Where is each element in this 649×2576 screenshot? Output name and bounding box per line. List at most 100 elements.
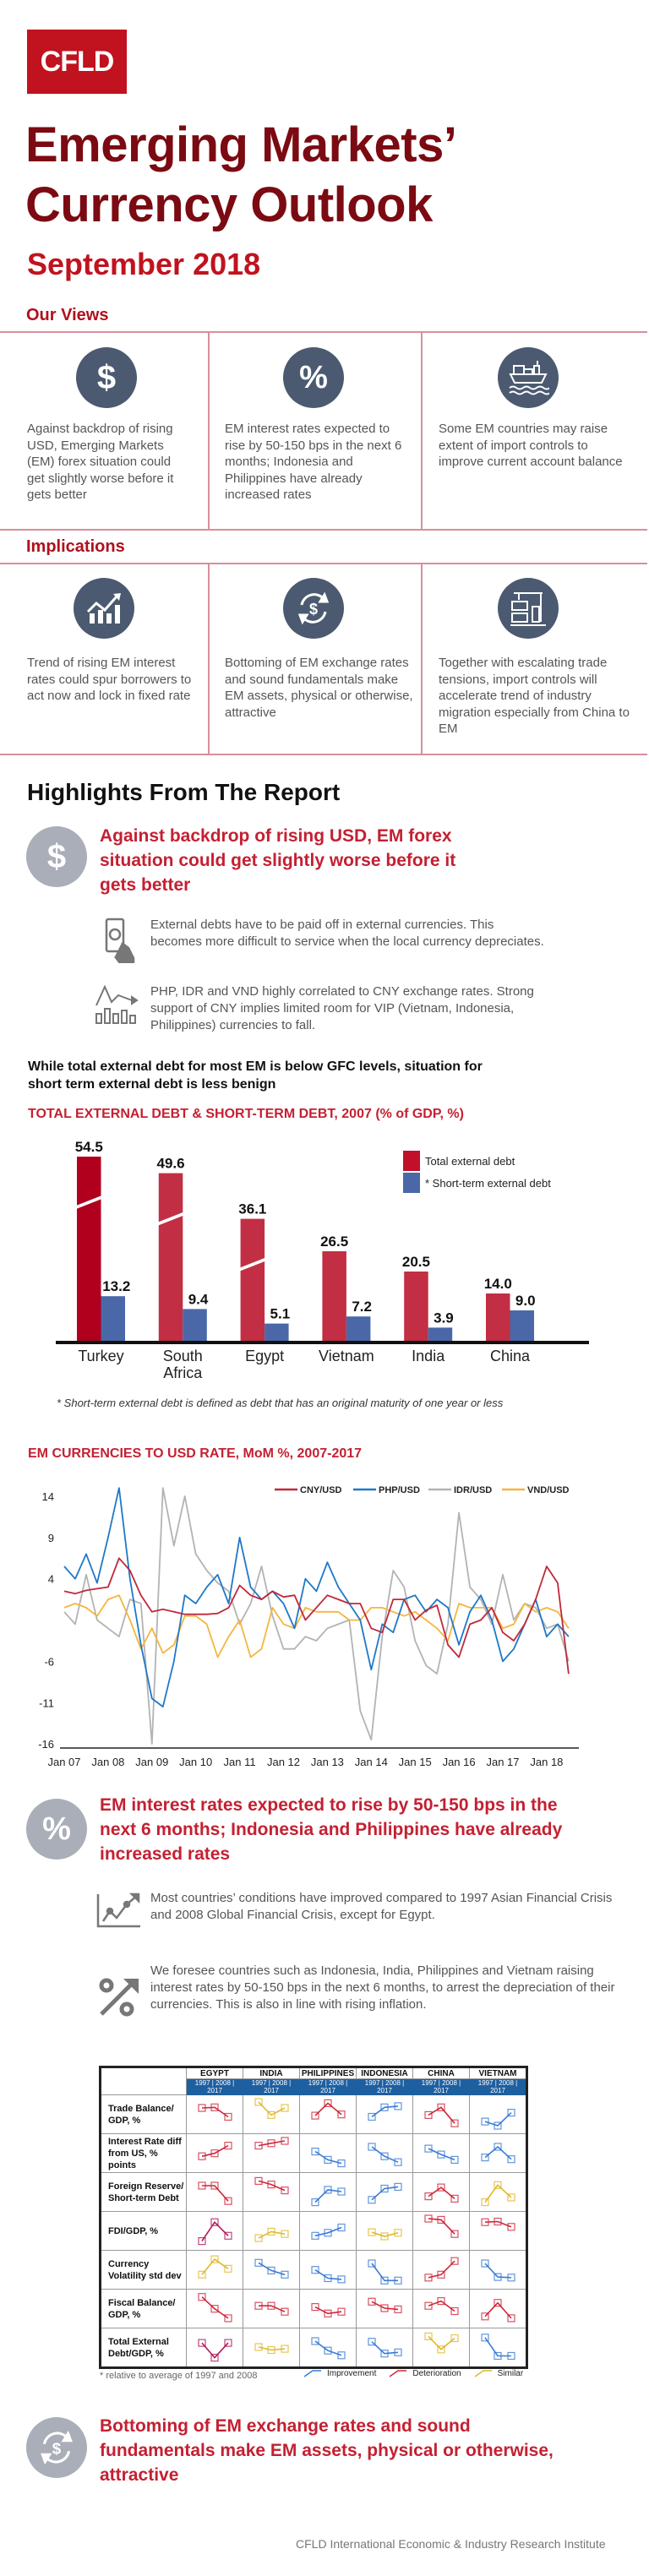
- trend-marker: [481, 2218, 489, 2226]
- trend-marker: [450, 2257, 459, 2265]
- trend-marker: [481, 2117, 489, 2126]
- trend-line: [258, 2140, 286, 2147]
- view-text-3: Some EM countries may raise extent of im…: [439, 422, 623, 469]
- legend-label: Deterioration: [412, 2368, 461, 2378]
- row-label: Trade Balance/ GDP, %: [100, 2094, 187, 2134]
- trend-marker: [494, 2299, 502, 2307]
- dollar-icon: $: [76, 347, 137, 408]
- our-views-heading: Our Views: [26, 306, 109, 324]
- legend-short-term-debt: * Short-term external debt: [403, 1173, 551, 1193]
- trend-sparkline: [368, 2259, 402, 2285]
- trend-marker: [267, 2266, 275, 2274]
- trend-marker: [394, 2102, 402, 2110]
- trend-marker: [481, 2154, 489, 2162]
- table-row: Currency Volatility std dev: [100, 2250, 527, 2290]
- legend-total-external-debt: Total external debt: [403, 1151, 515, 1171]
- table-corner: [100, 2067, 187, 2095]
- legend-item: Similar: [472, 2367, 524, 2379]
- trend-cell: [186, 2250, 243, 2290]
- trend-sparkline: [198, 2181, 232, 2205]
- trend-cell: [299, 2328, 357, 2368]
- x-tick-label: Jan 07: [47, 1756, 80, 1768]
- trend-sparkline: [311, 2148, 346, 2168]
- data-label: 5.1: [270, 1306, 291, 1322]
- trend-cell: [412, 2172, 470, 2212]
- trend-marker: [424, 2144, 433, 2153]
- y-tick-label: 14: [42, 1490, 54, 1503]
- trend-line: [258, 2262, 286, 2276]
- trend-marker: [368, 2228, 376, 2236]
- bar-short-term-china: [510, 1310, 534, 1341]
- trend-line: [428, 2260, 455, 2279]
- trend-marker: [254, 2343, 263, 2351]
- highlight-1-bullet-1: External debts have to be paid off in ex…: [150, 918, 544, 949]
- series-line-php-usd: [63, 1487, 570, 1708]
- trend-marker: [394, 2229, 402, 2237]
- trend-sparkline: [368, 2228, 402, 2241]
- trend-marker: [380, 2276, 389, 2285]
- trend-cell: [469, 2094, 527, 2134]
- bar-short-term-south-africa: [183, 1309, 207, 1341]
- trend-sparkline: [311, 2303, 346, 2317]
- trend-sparkline: [424, 2144, 459, 2164]
- trend-sparkline: [424, 2257, 459, 2282]
- legend-swatch: [403, 1173, 420, 1193]
- divider: [0, 331, 647, 333]
- divider: [208, 332, 210, 529]
- category-label: Egypt: [245, 1348, 284, 1364]
- trend-cell: [299, 2211, 357, 2251]
- axis-break-mark: [239, 1257, 266, 1272]
- trend-cell: [186, 2328, 243, 2368]
- trend-marker: [267, 2345, 275, 2355]
- trend-sparkline: [311, 2099, 346, 2120]
- legend-label: CNY/USD: [300, 1485, 342, 1495]
- trend-marker: [368, 2196, 376, 2204]
- trend-sparkline: [198, 2293, 232, 2323]
- page-title: Emerging Markets’ Currency Outlook: [25, 115, 457, 235]
- trend-marker: [210, 2103, 219, 2111]
- trend-line: [428, 2335, 455, 2350]
- trend-marker: [254, 2176, 263, 2186]
- legend-label: Similar: [497, 2368, 524, 2378]
- trend-marker: [311, 2148, 319, 2156]
- trend-cell: [412, 2289, 470, 2328]
- trend-marker: [380, 2184, 389, 2193]
- footer-text: CFLD International Economic & Industry R…: [296, 2537, 606, 2551]
- trend-line: [484, 2145, 512, 2160]
- trend-sparkline: [368, 2338, 402, 2358]
- hand-money-icon: [103, 918, 137, 967]
- growth-chart-icon: [96, 1893, 140, 1934]
- highlight-2-heading: EM interest rates expected to rise by 50…: [100, 1795, 563, 1864]
- legend-label: VND/USD: [527, 1485, 570, 1495]
- trend-marker: [281, 2104, 289, 2112]
- bar-total-india: [404, 1272, 428, 1341]
- x-tick-label: Jan 18: [530, 1756, 563, 1768]
- y-tick-label: -11: [39, 1696, 54, 1709]
- category-label: Africa: [163, 1364, 203, 1381]
- y-tick-label: -16: [38, 1738, 54, 1751]
- trend-marker: [324, 2186, 332, 2194]
- table-row: Interest Rate diff from US, % points: [100, 2133, 527, 2173]
- category-label: Vietnam: [319, 1348, 374, 1364]
- trend-cell: [356, 2211, 413, 2251]
- trend-line: [371, 2231, 399, 2237]
- cfld-logo: CFLD: [27, 30, 127, 94]
- trend-marker: [324, 2229, 332, 2237]
- trend-marker: [437, 2150, 445, 2159]
- bar-total-south-africa: [158, 1173, 183, 1341]
- trend-marker: [368, 2259, 376, 2268]
- bar-short-term-india: [428, 1327, 453, 1341]
- trend-marker: [424, 2110, 433, 2119]
- trend-line: [371, 2301, 399, 2311]
- trend-sparkline: [311, 2223, 346, 2240]
- trend-marker: [337, 2159, 346, 2168]
- trend-cell: [412, 2211, 470, 2251]
- trend-marker: [450, 2194, 459, 2203]
- column-header: INDONESIA: [356, 2067, 413, 2079]
- x-tick-label: Jan 11: [224, 1756, 256, 1768]
- years-header: 1997 | 2008 | 2017: [412, 2078, 470, 2095]
- trend-line: [428, 2300, 455, 2312]
- trend-marker: [324, 2155, 332, 2164]
- trend-marker: [210, 2305, 219, 2313]
- legend-swatch: [403, 1151, 420, 1171]
